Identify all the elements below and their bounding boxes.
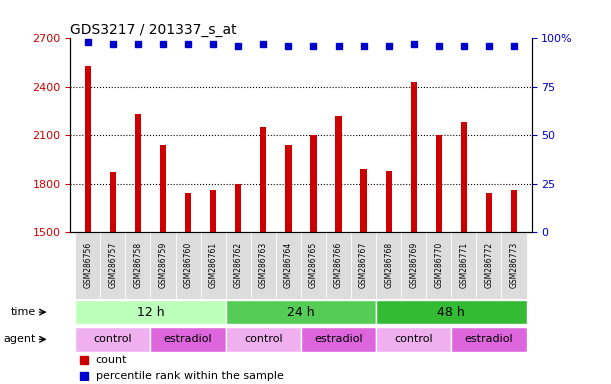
Bar	[251, 232, 276, 298]
Bar	[376, 300, 527, 324]
Bar	[401, 232, 426, 298]
Bar	[351, 232, 376, 298]
Bar	[461, 122, 467, 384]
Bar	[200, 232, 225, 298]
Bar	[326, 232, 351, 298]
Text: GSM286763: GSM286763	[259, 242, 268, 288]
Bar	[386, 170, 392, 384]
Text: GSM286772: GSM286772	[485, 242, 494, 288]
Bar	[335, 116, 342, 384]
Bar	[210, 190, 216, 384]
Text: GSM286756: GSM286756	[83, 242, 92, 288]
Text: estradiol: estradiol	[314, 334, 363, 344]
Bar	[125, 232, 150, 298]
Bar	[225, 327, 301, 352]
Bar	[376, 232, 401, 298]
Text: time: time	[10, 307, 35, 317]
Bar	[502, 232, 527, 298]
Bar	[235, 184, 241, 384]
Text: GSM286766: GSM286766	[334, 242, 343, 288]
Bar	[175, 232, 200, 298]
Text: estradiol: estradiol	[464, 334, 513, 344]
Text: percentile rank within the sample: percentile rank within the sample	[96, 371, 284, 381]
Bar	[150, 327, 225, 352]
Bar	[150, 232, 175, 298]
Text: GSM286761: GSM286761	[209, 242, 218, 288]
Bar	[75, 232, 100, 298]
Bar	[411, 82, 417, 384]
Bar	[160, 145, 166, 384]
Text: GSM286768: GSM286768	[384, 242, 393, 288]
Text: GSM286762: GSM286762	[234, 242, 243, 288]
Bar	[85, 66, 91, 384]
Bar	[75, 327, 150, 352]
Text: GSM286767: GSM286767	[359, 242, 368, 288]
Bar	[260, 127, 266, 384]
Bar	[360, 169, 367, 384]
Bar	[135, 114, 141, 384]
Text: agent: agent	[3, 334, 35, 344]
Bar	[452, 327, 527, 352]
Bar	[477, 232, 502, 298]
Bar	[225, 232, 251, 298]
Bar	[100, 232, 125, 298]
Text: control: control	[244, 334, 283, 344]
Text: GSM286757: GSM286757	[108, 242, 117, 288]
Text: 12 h: 12 h	[137, 306, 164, 319]
Text: GSM286771: GSM286771	[459, 242, 469, 288]
Bar	[511, 190, 517, 384]
Bar	[486, 193, 492, 384]
Bar	[426, 232, 452, 298]
Text: GSM286764: GSM286764	[284, 242, 293, 288]
Text: GSM286770: GSM286770	[434, 242, 444, 288]
Bar	[376, 327, 452, 352]
Text: control: control	[93, 334, 132, 344]
Bar	[301, 232, 326, 298]
Bar	[110, 172, 116, 384]
Text: GSM286760: GSM286760	[183, 242, 192, 288]
Text: GSM286765: GSM286765	[309, 242, 318, 288]
Bar	[276, 232, 301, 298]
Bar	[310, 135, 316, 384]
Bar	[225, 300, 376, 324]
Text: 48 h: 48 h	[437, 306, 465, 319]
Text: control: control	[395, 334, 433, 344]
Text: GSM286758: GSM286758	[133, 242, 142, 288]
Bar	[75, 300, 225, 324]
Text: count: count	[96, 355, 127, 365]
Bar	[452, 232, 477, 298]
Text: GSM286759: GSM286759	[158, 242, 167, 288]
Bar	[436, 135, 442, 384]
Bar	[301, 327, 376, 352]
Text: GSM286773: GSM286773	[510, 242, 519, 288]
Text: GSM286769: GSM286769	[409, 242, 419, 288]
Text: GDS3217 / 201337_s_at: GDS3217 / 201337_s_at	[70, 23, 237, 37]
Text: 24 h: 24 h	[287, 306, 315, 319]
Bar	[285, 145, 291, 384]
Text: estradiol: estradiol	[164, 334, 213, 344]
Bar	[185, 193, 191, 384]
